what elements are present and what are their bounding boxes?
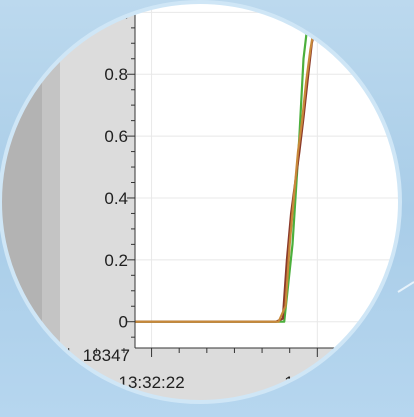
left-strip [0,2,42,402]
y-tick-label: 0.2 [104,251,128,270]
y-tick-label: 0.4 [104,189,128,208]
lens-border [0,0,402,404]
y-tick-label: 0.8 [104,65,128,84]
x-tick-label: 13:32:28 [284,373,350,392]
plot-area [135,2,400,348]
x-tick-label: 13:32:22 [119,373,185,392]
y-tick-label: 0.6 [104,127,128,146]
y-tick-labels: 1 0.8 0.6 0.4 0.2 0 18347 [83,3,130,365]
y-tick-label: 0 [119,313,128,332]
y-axis-bottom-label: 18347 [83,346,130,365]
left-strip-shade [42,2,60,402]
pointer-line [397,281,414,293]
